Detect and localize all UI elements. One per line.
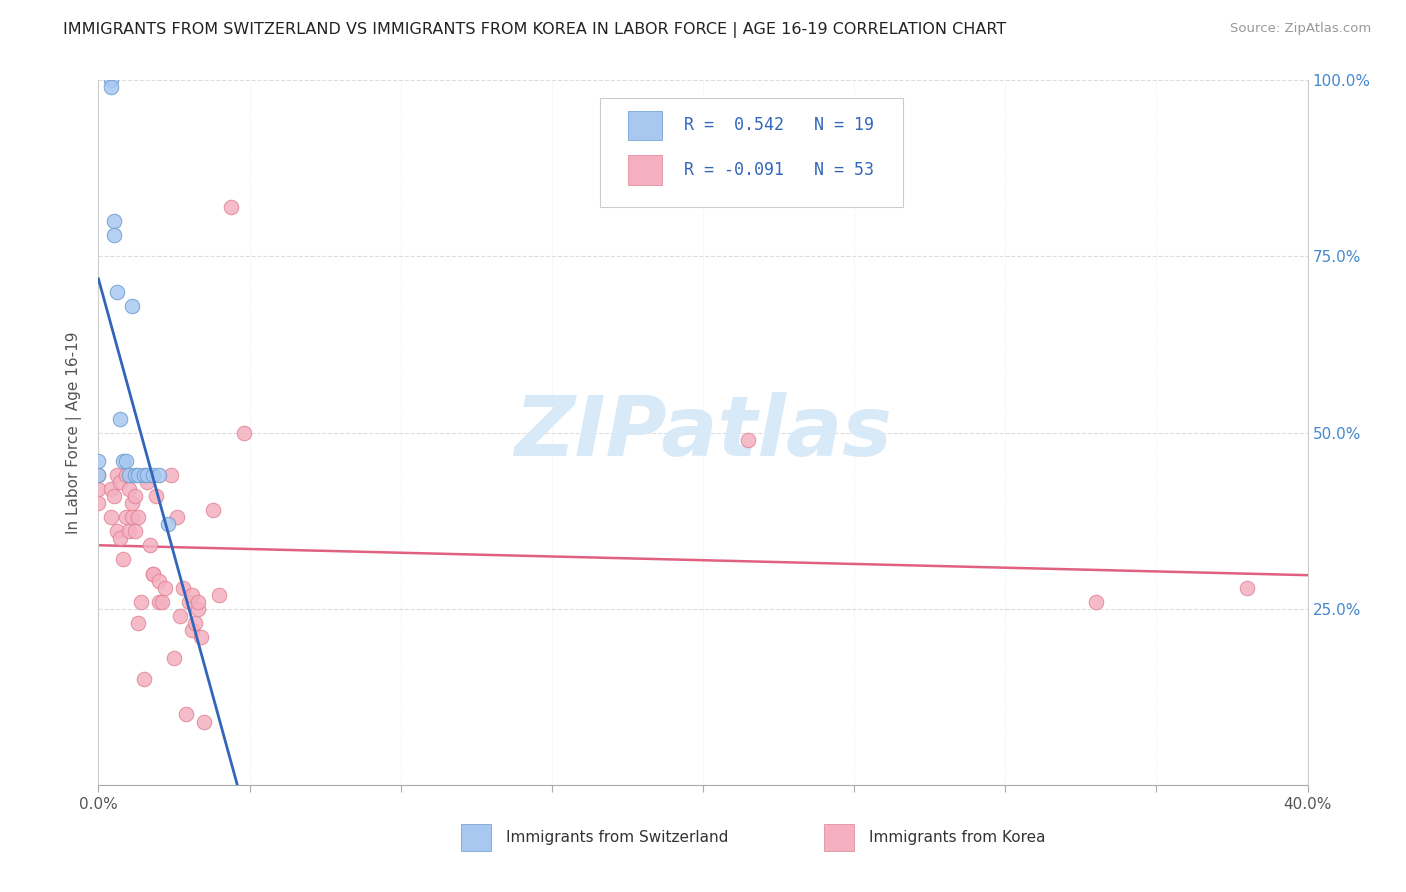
Point [121, 299, 143, 313]
Point [1085, 595, 1108, 609]
Point [129, 595, 152, 609]
Text: R =  0.542   N = 19: R = 0.542 N = 19 [683, 116, 873, 135]
Point [114, 510, 136, 524]
Point [114, 454, 136, 468]
FancyBboxPatch shape [461, 824, 492, 851]
Point [114, 467, 136, 482]
Point [737, 433, 759, 447]
Point [145, 489, 167, 503]
Point [124, 467, 146, 482]
Point [121, 496, 143, 510]
Point [1236, 581, 1258, 595]
Point [100, 482, 122, 496]
Text: Immigrants from Korea: Immigrants from Korea [869, 830, 1045, 846]
Point [108, 532, 131, 546]
Point [221, 200, 243, 214]
FancyBboxPatch shape [628, 111, 662, 140]
Point [142, 566, 165, 581]
Point [163, 651, 186, 665]
Point [181, 588, 204, 602]
Point [108, 411, 131, 425]
Point [232, 425, 254, 440]
Text: Immigrants from Switzerland: Immigrants from Switzerland [506, 830, 728, 846]
Point [118, 467, 141, 482]
Point [87, 467, 110, 482]
Point [142, 566, 165, 581]
Point [103, 214, 125, 228]
Point [135, 475, 157, 489]
Point [135, 467, 157, 482]
Point [187, 601, 209, 615]
Y-axis label: In Labor Force | Age 16-19: In Labor Force | Age 16-19 [66, 331, 83, 534]
Point [121, 510, 143, 524]
Point [103, 228, 125, 243]
Point [132, 673, 155, 687]
Point [181, 623, 204, 637]
Point [87, 467, 110, 482]
Point [105, 285, 128, 299]
Point [142, 467, 165, 482]
Point [148, 467, 170, 482]
Point [118, 482, 141, 496]
Point [124, 489, 146, 503]
Point [127, 467, 149, 482]
Point [166, 510, 188, 524]
Point [132, 467, 155, 482]
Point [124, 524, 146, 539]
Point [174, 707, 197, 722]
Point [139, 538, 162, 552]
Point [150, 595, 173, 609]
Point [111, 454, 134, 468]
Point [156, 517, 179, 532]
Point [148, 574, 170, 588]
Point [87, 454, 110, 468]
FancyBboxPatch shape [824, 824, 855, 851]
FancyBboxPatch shape [628, 155, 662, 185]
Point [179, 595, 201, 609]
Text: Source: ZipAtlas.com: Source: ZipAtlas.com [1230, 22, 1371, 36]
Point [108, 475, 131, 489]
Point [208, 588, 231, 602]
Point [184, 615, 207, 630]
Text: ZIPatlas: ZIPatlas [515, 392, 891, 473]
Point [172, 581, 194, 595]
Point [127, 510, 149, 524]
Point [103, 489, 125, 503]
Point [118, 524, 141, 539]
Point [111, 552, 134, 566]
Point [105, 524, 128, 539]
Point [87, 496, 110, 510]
Point [169, 608, 191, 623]
Point [153, 581, 176, 595]
Point [160, 467, 183, 482]
Point [187, 595, 209, 609]
Point [190, 630, 212, 644]
Point [87, 482, 110, 496]
Point [202, 503, 225, 517]
Point [193, 714, 215, 729]
Point [105, 467, 128, 482]
Point [100, 80, 122, 95]
Text: IMMIGRANTS FROM SWITZERLAND VS IMMIGRANTS FROM KOREA IN LABOR FORCE | AGE 16-19 : IMMIGRANTS FROM SWITZERLAND VS IMMIGRANT… [63, 22, 1007, 38]
Point [100, 73, 122, 87]
Text: R = -0.091   N = 53: R = -0.091 N = 53 [683, 161, 873, 178]
Point [127, 615, 149, 630]
FancyBboxPatch shape [600, 98, 903, 207]
Point [100, 510, 122, 524]
Point [148, 595, 170, 609]
